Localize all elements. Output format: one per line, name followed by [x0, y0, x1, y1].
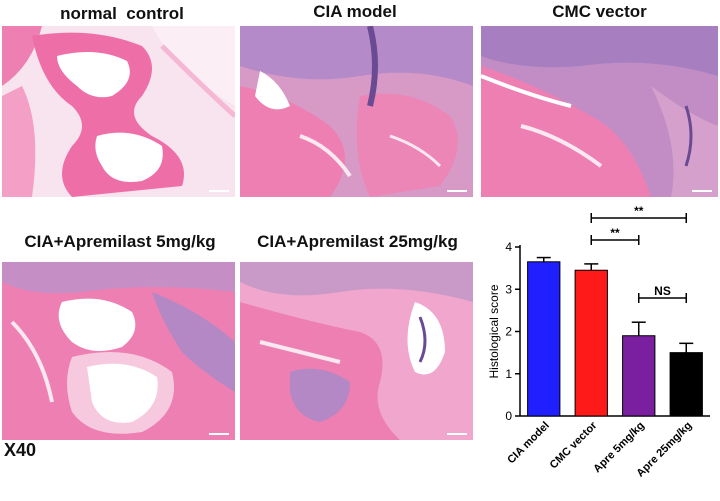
scale-bar — [447, 433, 467, 435]
significance-label: NS — [654, 284, 671, 298]
y-tick-label: 4 — [505, 240, 512, 254]
significance-label: ** — [634, 206, 644, 218]
scale-bar — [209, 190, 229, 192]
micrograph-normal-control — [2, 26, 235, 197]
y-tick-label: 3 — [505, 282, 512, 296]
micrograph-cia-model — [240, 26, 473, 197]
scale-bar — [447, 190, 467, 192]
significance-label: ** — [610, 226, 620, 240]
category-label: CIA model — [505, 420, 552, 467]
y-tick-label: 1 — [505, 367, 512, 381]
micrograph-cmc-vector — [481, 26, 718, 197]
micrograph-apre-25mg — [240, 262, 473, 440]
significance-brackets: ** ** NS — [590, 206, 687, 303]
y-axis-label: Histological score — [487, 284, 501, 378]
panel-label-cia: CIA model — [313, 2, 397, 21]
panel-label-apre25: CIA+Apremilast 25mg/kg — [257, 232, 458, 251]
y-tick-label: 0 — [505, 409, 512, 423]
bar — [669, 352, 703, 417]
category-label: CMC vector — [548, 419, 600, 471]
scale-bar — [692, 190, 712, 192]
panel-label-normal: normal control — [60, 4, 184, 23]
y-tick-label: 2 — [505, 325, 512, 339]
magnification-label: X40 — [4, 440, 37, 460]
panel-label-cmc: CMC vector — [552, 2, 647, 21]
histological-score-chart: 0 1 2 3 4 Histological score ** ** NS CIA model… — [487, 206, 710, 480]
bar — [574, 269, 608, 417]
panel-label-apre5: CIA+Apremilast 5mg/kg — [24, 232, 216, 251]
micrograph-apre-5mg — [2, 262, 235, 440]
scale-bar — [209, 433, 229, 435]
chart-bars — [527, 256, 703, 417]
bar — [622, 335, 656, 417]
bar — [527, 261, 561, 417]
